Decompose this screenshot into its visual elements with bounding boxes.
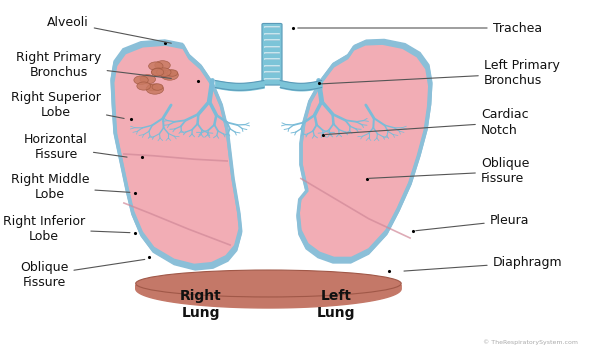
Polygon shape bbox=[110, 39, 242, 271]
Circle shape bbox=[167, 70, 178, 76]
Circle shape bbox=[149, 62, 163, 70]
Text: Right Middle
Lobe: Right Middle Lobe bbox=[11, 173, 130, 201]
Circle shape bbox=[134, 76, 148, 84]
Text: Right
Lung: Right Lung bbox=[180, 289, 221, 320]
Text: Pleura: Pleura bbox=[416, 214, 529, 231]
Text: Left Primary
Bronchus: Left Primary Bronchus bbox=[322, 60, 560, 88]
Text: Left
Lung: Left Lung bbox=[317, 289, 356, 320]
Text: Trachea: Trachea bbox=[298, 21, 542, 35]
Circle shape bbox=[156, 68, 171, 77]
Circle shape bbox=[162, 70, 173, 77]
Polygon shape bbox=[297, 39, 432, 264]
Text: Right Superior
Lobe: Right Superior Lobe bbox=[11, 91, 124, 119]
Text: © TheRespiratorySystem.com: © TheRespiratorySystem.com bbox=[483, 339, 578, 345]
Circle shape bbox=[151, 69, 164, 76]
Text: Alveoli: Alveoli bbox=[47, 16, 171, 43]
Text: Horizontal
Fissure: Horizontal Fissure bbox=[24, 133, 127, 161]
Text: Diaphragm: Diaphragm bbox=[404, 256, 562, 271]
Circle shape bbox=[146, 84, 163, 94]
Circle shape bbox=[155, 61, 171, 70]
Text: Cardiac
Notch: Cardiac Notch bbox=[324, 108, 529, 136]
Text: Oblique
Fissure: Oblique Fissure bbox=[369, 158, 529, 186]
Circle shape bbox=[161, 70, 178, 80]
Text: Right Inferior
Lobe: Right Inferior Lobe bbox=[3, 215, 130, 243]
Text: Oblique
Fissure: Oblique Fissure bbox=[20, 259, 145, 289]
Polygon shape bbox=[300, 45, 428, 257]
Circle shape bbox=[137, 82, 150, 90]
Polygon shape bbox=[114, 46, 238, 264]
Circle shape bbox=[140, 75, 156, 84]
Ellipse shape bbox=[136, 270, 401, 297]
Polygon shape bbox=[136, 285, 401, 308]
Circle shape bbox=[147, 84, 158, 91]
Circle shape bbox=[152, 84, 163, 90]
Text: Right Primary
Bronchus: Right Primary Bronchus bbox=[17, 51, 171, 79]
FancyBboxPatch shape bbox=[262, 23, 282, 85]
Circle shape bbox=[152, 68, 165, 76]
